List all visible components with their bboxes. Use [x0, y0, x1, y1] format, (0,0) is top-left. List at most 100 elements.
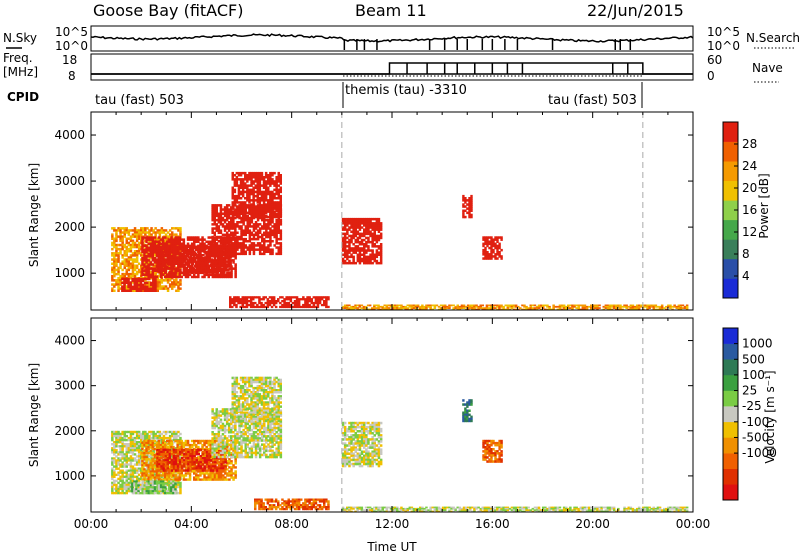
- data-cell: [348, 217, 351, 221]
- data-cell: [244, 207, 247, 210]
- data-cell: [360, 243, 364, 246]
- data-cell: [166, 266, 170, 270]
- data-cell: [131, 479, 135, 483]
- data-cell: [271, 178, 274, 181]
- data-cell: [360, 259, 364, 263]
- data-cell: [125, 227, 128, 230]
- data-cell: [230, 225, 233, 228]
- data-cell: [371, 253, 374, 256]
- data-cell: [441, 307, 445, 309]
- data-cell: [217, 229, 221, 232]
- data-cell: [410, 307, 414, 309]
- data-cell: [144, 434, 147, 438]
- data-cell: [156, 489, 159, 493]
- data-cell: [265, 233, 268, 237]
- data-cell: [352, 261, 355, 265]
- data-cell: [117, 441, 120, 444]
- data-cell: [244, 227, 247, 230]
- data-cell: [121, 451, 124, 454]
- data-cell: [135, 432, 139, 436]
- data-cell: [129, 266, 133, 270]
- data-cell: [260, 176, 264, 179]
- data-cell: [277, 250, 280, 253]
- data-cell: [238, 252, 241, 256]
- data-cell: [206, 264, 209, 268]
- data-cell: [149, 261, 152, 264]
- data-cell: [360, 304, 364, 307]
- data-cell: [179, 436, 182, 440]
- data-cell: [152, 289, 155, 292]
- data-cell: [279, 197, 282, 200]
- data-cell: [498, 255, 501, 258]
- data-cell: [179, 250, 182, 253]
- data-cell: [179, 268, 182, 272]
- data-cell: [162, 229, 166, 232]
- data-cell: [429, 305, 432, 308]
- data-cell: [358, 236, 362, 240]
- data-cell: [222, 275, 225, 279]
- data-cell: [391, 304, 395, 307]
- data-cell: [157, 240, 161, 243]
- data-cell: [189, 256, 193, 259]
- data-cell: [133, 457, 137, 460]
- data-cell: [466, 304, 470, 307]
- data-cell: [137, 469, 141, 472]
- data-cell: [273, 227, 276, 230]
- data-cell: [271, 211, 274, 215]
- data-cell: [233, 301, 236, 305]
- data-cell: [229, 254, 232, 257]
- data-cell: [484, 248, 487, 252]
- data-cell: [479, 307, 482, 309]
- data-cell: [162, 434, 166, 438]
- data-cell: [137, 281, 141, 284]
- data-cell: [365, 228, 368, 231]
- data-cell: [217, 214, 221, 218]
- data-cell: [229, 301, 232, 305]
- data-cell: [111, 235, 114, 238]
- data-cell: [235, 197, 239, 200]
- data-cell: [161, 240, 165, 243]
- data-cell: [219, 235, 223, 239]
- data-cell: [277, 203, 280, 206]
- data-cell: [629, 307, 633, 309]
- data-cell: [153, 246, 157, 250]
- data-cell: [585, 305, 589, 308]
- data-cell: [230, 242, 233, 245]
- data-cell: [183, 258, 186, 261]
- noise-left-tick-top: 10^5: [55, 25, 88, 39]
- data-cell: [502, 305, 505, 308]
- data-cell: [123, 481, 126, 485]
- data-cell: [209, 242, 212, 245]
- data-cell: [174, 273, 177, 277]
- data-cell: [360, 307, 364, 309]
- data-cell: [127, 447, 131, 450]
- data-cell: [277, 174, 280, 177]
- data-cell: [242, 231, 245, 234]
- data-cell: [218, 260, 222, 263]
- data-cell: [131, 268, 135, 272]
- data-cell: [170, 271, 173, 275]
- data-cell: [221, 260, 224, 263]
- data-cell: [179, 233, 182, 236]
- data-cell: [238, 242, 241, 245]
- data-cell: [350, 234, 353, 238]
- data-cell: [213, 259, 217, 262]
- data-cell: [177, 485, 180, 489]
- data-cell: [221, 251, 224, 255]
- data-cell: [186, 248, 190, 252]
- data-cell: [135, 283, 139, 287]
- data-cell: [239, 201, 243, 204]
- data-cell: [117, 477, 120, 481]
- data-cell: [232, 235, 235, 239]
- data-cell: [239, 300, 242, 303]
- data-cell: [267, 231, 270, 234]
- data-cell: [162, 245, 165, 248]
- data-cell: [175, 483, 178, 487]
- data-cell: [173, 436, 176, 440]
- data-cell: [279, 229, 283, 232]
- data-cell: [262, 176, 266, 179]
- data-cell: [127, 285, 130, 289]
- data-cell: [121, 231, 124, 234]
- data-cell: [450, 304, 453, 307]
- data-cell: [135, 285, 139, 289]
